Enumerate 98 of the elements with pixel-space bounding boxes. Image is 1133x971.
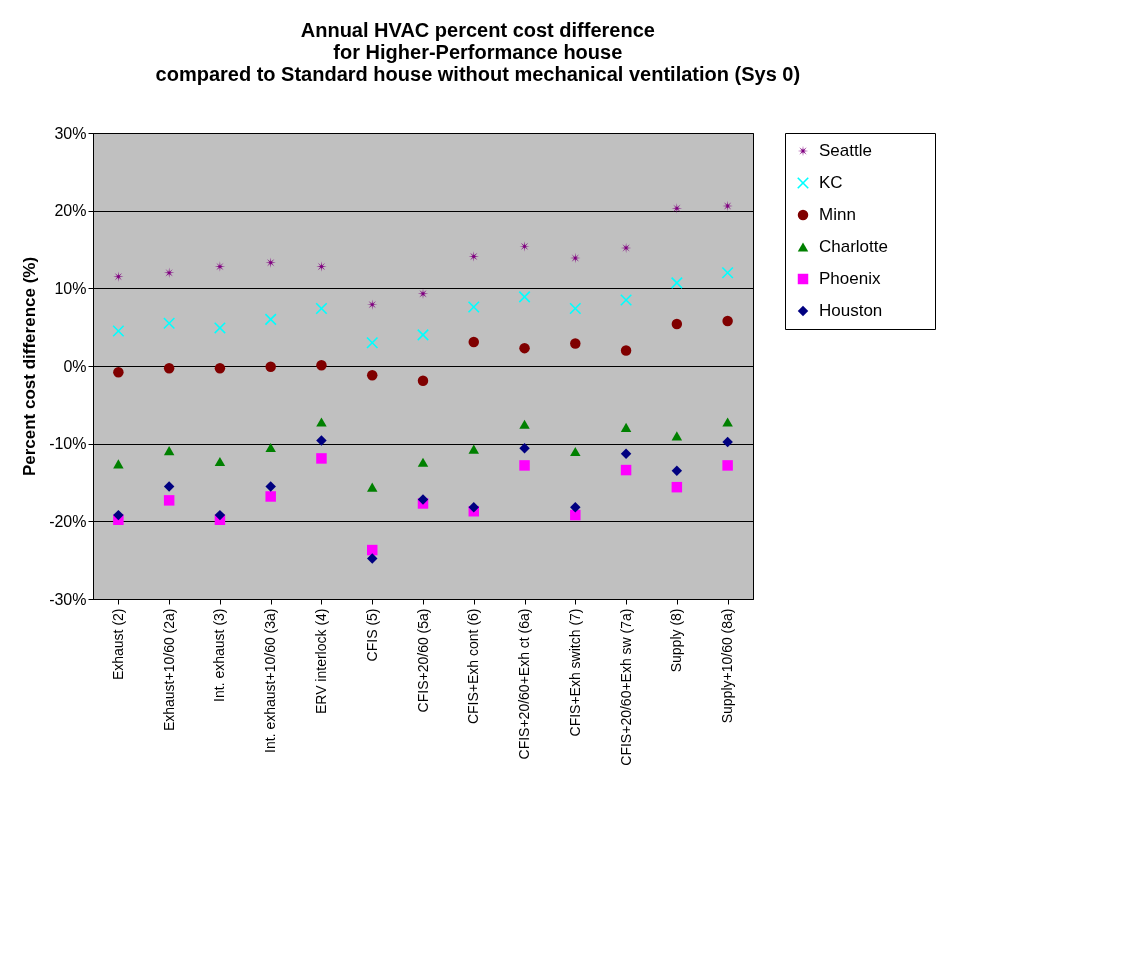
point: [722, 315, 733, 327]
point: [265, 491, 276, 502]
point: [265, 443, 276, 453]
legend-label: Minn: [819, 205, 856, 224]
point: [468, 502, 480, 513]
point: [722, 417, 733, 427]
point: [620, 422, 632, 432]
y-tick-label: 10%: [54, 279, 87, 297]
text: Annual HVAC percent cost difference: [300, 18, 655, 41]
x-tick-label: Int. exhaust+10/60 (3a): [262, 608, 279, 753]
point: [416, 328, 430, 341]
x-tick-label: CFIS+20/60+Exh sw (7a): [617, 608, 634, 766]
point: [265, 481, 276, 492]
x-tick-label: CFIS+Exh switch (7): [566, 608, 583, 737]
point: [721, 266, 734, 279]
point: [467, 300, 480, 314]
y-tick-label: 20%: [54, 202, 87, 220]
point: [620, 464, 632, 476]
point: [518, 290, 531, 303]
point: [265, 257, 276, 268]
y-tick-label: -10%: [49, 435, 87, 453]
point: [112, 325, 125, 338]
point: [113, 509, 124, 521]
point: [213, 321, 226, 334]
x-tick-label: Supply (8): [668, 608, 685, 673]
point: [620, 448, 632, 460]
y-tick-label: 30%: [54, 124, 87, 142]
point: [670, 276, 683, 289]
point: [366, 482, 378, 492]
point: [366, 336, 379, 349]
point: [519, 460, 530, 471]
point: [315, 302, 328, 315]
point: [316, 359, 327, 371]
point: [671, 318, 683, 330]
point: [671, 203, 683, 214]
x-tick-label: Exhaust (2): [109, 608, 126, 681]
legend-label: Phoenix: [819, 269, 881, 288]
point: [366, 553, 378, 564]
point: [671, 481, 683, 493]
point: [671, 465, 683, 477]
point: [620, 345, 632, 356]
point: [468, 444, 480, 454]
point: [316, 453, 327, 464]
point: [214, 456, 226, 467]
x-tick-label: Exhaust+10/60 (2a): [160, 608, 177, 732]
x-tick-label: CFIS+20/60+Exh ct (6a): [516, 608, 533, 760]
point: [214, 509, 226, 521]
y-tick-label: -20%: [49, 512, 87, 530]
point: [570, 502, 581, 513]
text: compared to Standard house without mechanical ventilation (Sys 0): [155, 62, 801, 85]
point: [316, 435, 327, 446]
point: [570, 446, 581, 456]
x-tick-label: Supply+10/60 (8a): [719, 608, 736, 724]
point: [113, 271, 124, 282]
point: [366, 299, 378, 310]
x-tick-label: ERV interlock (4): [312, 608, 329, 715]
point: [417, 457, 429, 467]
y-tick-label: -30%: [49, 590, 87, 608]
point: [163, 363, 175, 374]
point: [316, 417, 327, 427]
point: [265, 361, 276, 373]
y-tick-label: 0%: [63, 357, 87, 375]
point: [417, 375, 429, 386]
x-tick-label: CFIS+20/60 (5a): [414, 608, 431, 713]
point: [264, 313, 277, 326]
x-tick-label: CFIS (5): [363, 608, 380, 662]
point: [163, 317, 176, 330]
point: [163, 495, 175, 506]
y-axis-title: Percent cost difference (%): [20, 256, 40, 477]
point: [671, 431, 683, 441]
legend-label: Houston: [819, 301, 883, 320]
point: [214, 363, 226, 374]
point: [366, 370, 378, 381]
legend-label: Seattle: [819, 141, 872, 160]
point: [163, 481, 175, 492]
legend-label: Charlotte: [819, 237, 888, 256]
point: [722, 460, 733, 471]
point: [316, 261, 327, 272]
point: [214, 261, 226, 272]
x-tick-label: Int. exhaust (3): [211, 608, 228, 702]
point: [468, 251, 480, 262]
point: [519, 241, 530, 252]
point: [570, 338, 581, 349]
point: [113, 366, 124, 378]
point: [519, 419, 530, 429]
x-tick-label: CFIS+Exh cont (6): [465, 608, 482, 725]
point: [113, 459, 124, 469]
point: [722, 436, 733, 448]
point: [519, 342, 530, 354]
point: [620, 293, 633, 307]
point: [519, 443, 530, 454]
legend-label: KC: [819, 173, 843, 192]
point: [417, 494, 429, 505]
point: [163, 446, 175, 456]
point: [468, 336, 480, 348]
text: for Higher-Performance house: [333, 40, 623, 63]
point: [570, 509, 581, 521]
point: [569, 302, 582, 315]
